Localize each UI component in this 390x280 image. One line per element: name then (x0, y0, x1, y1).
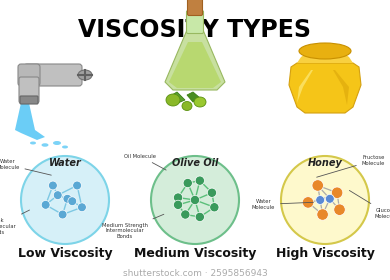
Polygon shape (297, 70, 313, 103)
Polygon shape (333, 70, 349, 105)
Ellipse shape (182, 102, 192, 111)
Text: Olive Oil: Olive Oil (172, 158, 218, 168)
Ellipse shape (30, 141, 36, 144)
Polygon shape (187, 92, 200, 102)
Circle shape (190, 195, 200, 205)
Text: VISCOSITY TYPES: VISCOSITY TYPES (78, 18, 312, 42)
Circle shape (281, 156, 369, 244)
Ellipse shape (53, 141, 61, 145)
Polygon shape (177, 35, 191, 78)
Ellipse shape (194, 97, 206, 107)
FancyBboxPatch shape (20, 96, 38, 104)
Polygon shape (165, 30, 225, 90)
Text: Honey: Honey (308, 158, 342, 168)
Circle shape (63, 194, 72, 203)
Circle shape (53, 191, 62, 200)
Polygon shape (167, 92, 185, 105)
Circle shape (151, 156, 239, 244)
Circle shape (312, 180, 323, 191)
Text: Low Viscosity: Low Viscosity (18, 248, 112, 260)
FancyBboxPatch shape (18, 64, 40, 86)
Circle shape (195, 212, 204, 221)
Circle shape (302, 197, 314, 208)
Text: High Viscosity: High Viscosity (276, 248, 374, 260)
Circle shape (21, 156, 109, 244)
Text: Water
Molecule: Water Molecule (0, 159, 51, 175)
Polygon shape (297, 53, 353, 63)
Ellipse shape (78, 70, 92, 80)
Circle shape (41, 200, 50, 209)
Circle shape (207, 188, 216, 197)
Circle shape (181, 210, 190, 219)
Circle shape (58, 210, 67, 219)
Circle shape (316, 196, 324, 204)
Text: Weak
Intermolecular
Bonds: Weak Intermolecular Bonds (0, 210, 30, 235)
Circle shape (78, 203, 86, 212)
Text: Medium Strength
Intermolecular
Bonds: Medium Strength Intermolecular Bonds (102, 214, 164, 239)
Polygon shape (169, 42, 221, 88)
Text: Fructose
Molecule: Fructose Molecule (317, 155, 385, 177)
Polygon shape (289, 63, 361, 113)
Text: Water
Molecule: Water Molecule (252, 199, 314, 210)
Circle shape (68, 197, 77, 206)
FancyBboxPatch shape (24, 64, 82, 86)
Circle shape (195, 176, 204, 185)
Circle shape (48, 181, 57, 190)
Circle shape (174, 193, 183, 202)
Text: shutterstock.com · 2595856943: shutterstock.com · 2595856943 (122, 269, 268, 279)
Polygon shape (15, 103, 45, 140)
Circle shape (332, 187, 343, 199)
Circle shape (174, 200, 183, 209)
Circle shape (73, 181, 82, 190)
Text: Water: Water (49, 158, 82, 168)
FancyBboxPatch shape (186, 10, 204, 34)
FancyBboxPatch shape (19, 77, 39, 103)
Ellipse shape (299, 43, 351, 59)
Text: Oil Molecule: Oil Molecule (124, 153, 166, 170)
Ellipse shape (166, 94, 180, 106)
Circle shape (325, 194, 334, 203)
Text: Glucose
Molecule: Glucose Molecule (349, 190, 390, 219)
Circle shape (334, 204, 345, 215)
FancyBboxPatch shape (188, 0, 202, 15)
Text: Medium Viscosity: Medium Viscosity (134, 248, 256, 260)
Circle shape (183, 178, 192, 188)
Ellipse shape (62, 146, 68, 148)
Circle shape (317, 209, 328, 220)
Ellipse shape (41, 143, 48, 147)
Circle shape (210, 203, 219, 212)
